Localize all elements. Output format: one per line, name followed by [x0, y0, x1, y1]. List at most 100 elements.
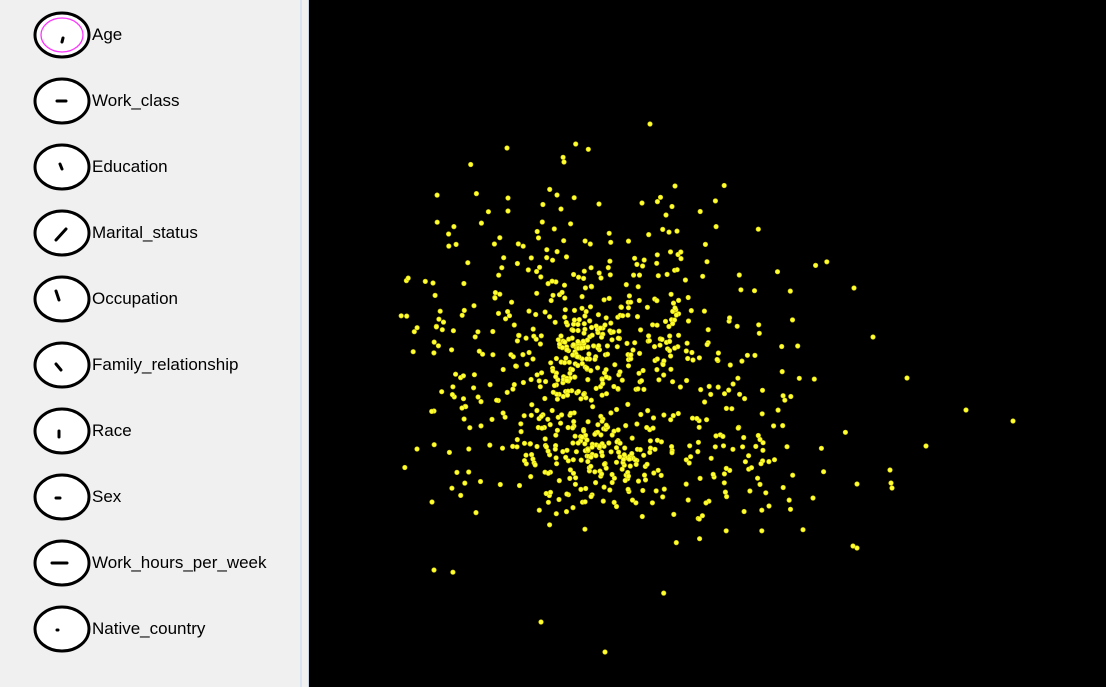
data-point[interactable] [552, 446, 558, 452]
data-point[interactable] [603, 315, 609, 321]
data-point[interactable] [570, 327, 576, 334]
data-point[interactable] [760, 440, 766, 446]
data-point[interactable] [654, 322, 660, 328]
data-point[interactable] [410, 349, 416, 355]
data-point[interactable] [670, 300, 677, 306]
data-point[interactable] [534, 228, 540, 235]
data-point[interactable] [571, 195, 577, 201]
data-point[interactable] [790, 472, 796, 478]
data-point[interactable] [450, 328, 456, 334]
data-point[interactable] [608, 410, 614, 416]
data-point[interactable] [545, 416, 551, 422]
data-point[interactable] [661, 590, 667, 596]
data-point[interactable] [411, 329, 417, 335]
dial-item-age[interactable]: Age [33, 11, 122, 59]
data-point[interactable] [398, 313, 404, 319]
data-point[interactable] [616, 449, 622, 455]
data-point[interactable] [694, 415, 700, 422]
data-point[interactable] [598, 275, 604, 281]
data-point[interactable] [578, 457, 584, 463]
data-point[interactable] [429, 499, 435, 505]
data-point[interactable] [589, 324, 595, 331]
data-point[interactable] [758, 461, 764, 467]
data-point[interactable] [661, 372, 667, 378]
data-point[interactable] [699, 513, 706, 519]
data-point[interactable] [478, 220, 484, 226]
data-point[interactable] [497, 235, 503, 241]
data-point[interactable] [638, 378, 645, 384]
data-point[interactable] [603, 391, 610, 397]
data-point[interactable] [585, 146, 591, 152]
data-point[interactable] [626, 456, 632, 462]
data-point[interactable] [655, 467, 661, 473]
data-point[interactable] [611, 499, 617, 506]
data-point[interactable] [647, 438, 654, 444]
data-point[interactable] [617, 454, 623, 460]
data-point[interactable] [735, 425, 741, 431]
data-point[interactable] [645, 408, 651, 414]
data-point[interactable] [459, 405, 465, 411]
data-point[interactable] [640, 263, 646, 269]
data-point[interactable] [667, 348, 673, 354]
data-point[interactable] [657, 194, 664, 200]
data-point[interactable] [683, 348, 689, 354]
data-point[interactable] [598, 432, 604, 438]
data-point[interactable] [811, 376, 817, 382]
data-point[interactable] [689, 415, 696, 421]
data-point[interactable] [439, 327, 445, 333]
data-point[interactable] [587, 241, 593, 247]
data-point[interactable] [583, 485, 589, 492]
data-point[interactable] [432, 292, 438, 299]
data-point[interactable] [666, 323, 672, 330]
data-point[interactable] [747, 488, 753, 494]
data-point[interactable] [755, 475, 761, 481]
data-point[interactable] [588, 397, 594, 403]
data-point[interactable] [641, 386, 647, 393]
data-point[interactable] [497, 481, 503, 488]
data-point[interactable] [774, 269, 781, 275]
data-point[interactable] [437, 308, 443, 314]
data-point[interactable] [789, 317, 796, 323]
data-point[interactable] [528, 376, 534, 383]
data-point[interactable] [712, 198, 719, 204]
data-point[interactable] [579, 294, 585, 300]
data-point[interactable] [453, 371, 459, 377]
data-point[interactable] [634, 421, 640, 427]
data-point[interactable] [553, 355, 559, 362]
data-point[interactable] [586, 351, 592, 357]
data-point[interactable] [528, 474, 534, 480]
data-point[interactable] [605, 265, 611, 271]
data-point[interactable] [672, 183, 678, 189]
data-point[interactable] [588, 463, 594, 470]
data-point[interactable] [842, 429, 849, 435]
data-point[interactable] [629, 497, 636, 503]
data-point[interactable] [562, 314, 568, 320]
data-point[interactable] [629, 451, 635, 457]
data-point[interactable] [644, 461, 650, 467]
data-point[interactable] [614, 406, 620, 413]
dial-icon[interactable] [33, 341, 91, 389]
data-point[interactable] [653, 488, 659, 494]
data-point[interactable] [449, 392, 455, 398]
data-point[interactable] [685, 355, 691, 362]
data-point[interactable] [564, 347, 570, 353]
data-point[interactable] [591, 343, 597, 349]
data-point[interactable] [625, 363, 632, 369]
data-point[interactable] [588, 493, 594, 500]
data-point[interactable] [585, 344, 591, 350]
data-point[interactable] [610, 329, 616, 335]
data-point[interactable] [570, 470, 577, 476]
data-point[interactable] [472, 334, 478, 340]
data-point[interactable] [570, 352, 576, 358]
data-point[interactable] [637, 350, 643, 357]
data-point[interactable] [528, 255, 534, 261]
data-point[interactable] [688, 454, 694, 460]
data-point[interactable] [870, 334, 876, 340]
data-point[interactable] [780, 484, 786, 491]
data-point[interactable] [460, 373, 466, 379]
data-point[interactable] [433, 324, 439, 330]
dial-item-work-hours-per-week[interactable]: Work_hours_per_week [33, 539, 267, 587]
data-point[interactable] [450, 384, 456, 390]
data-point[interactable] [784, 444, 790, 450]
data-point[interactable] [511, 382, 517, 388]
